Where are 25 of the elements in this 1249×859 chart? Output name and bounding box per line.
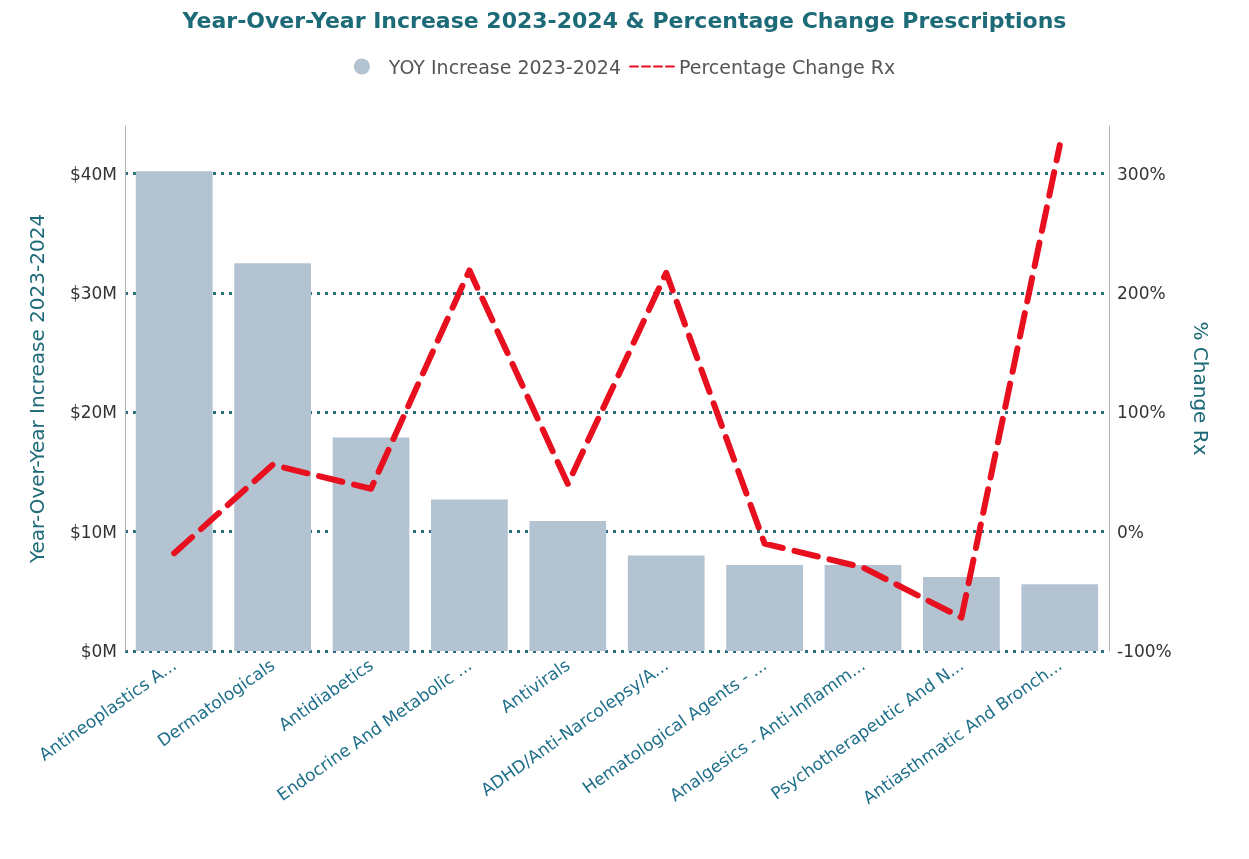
y2-tick-label: -100% <box>1117 641 1172 661</box>
y-tick-label: $40M <box>69 163 117 184</box>
bar <box>234 263 311 651</box>
bar <box>332 437 410 651</box>
bar <box>627 555 705 651</box>
legend-label: Percentage Change Rx <box>678 55 896 78</box>
bar <box>1021 584 1099 651</box>
legend-label: YOY Increase 2023-2024 <box>387 55 621 78</box>
y-tick-label: $10M <box>69 521 117 542</box>
y2-tick-label: 300% <box>1117 163 1166 184</box>
bar <box>923 577 1000 651</box>
y-axis-title: Year-Over-Year Increase 2023-2024 <box>25 213 49 565</box>
y-tick-label: $20M <box>69 402 117 423</box>
y2-axis-title: % Change Rx <box>1189 321 1213 456</box>
bar <box>431 499 508 651</box>
bar <box>726 565 803 651</box>
y-tick-label: $30M <box>69 283 117 304</box>
chart-title: Year-Over-Year Increase 2023-2024 & Percentage Change Prescriptions <box>181 7 1067 33</box>
y-tick-label: $0M <box>80 641 117 661</box>
bar <box>824 565 902 651</box>
y2-tick-label: 100% <box>1117 402 1166 423</box>
y2-tick-label: 0% <box>1117 521 1144 542</box>
y2-tick-label: 200% <box>1117 283 1166 304</box>
bar <box>135 171 213 651</box>
bar <box>529 520 607 651</box>
